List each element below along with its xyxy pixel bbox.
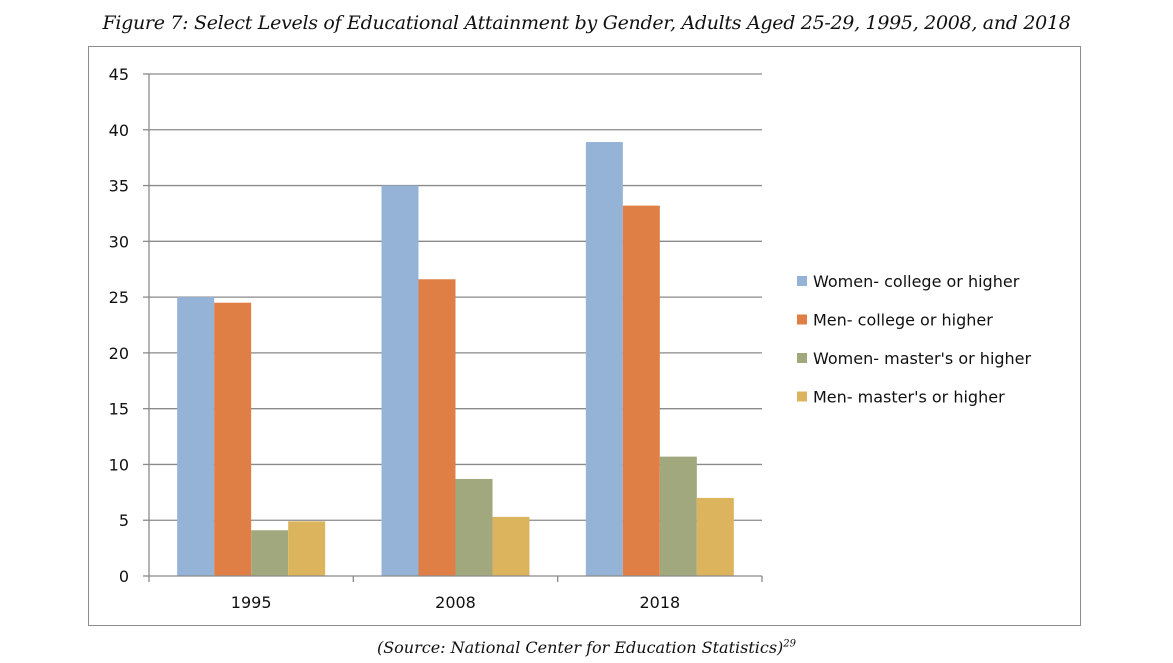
bar [492, 516, 530, 576]
legend: Women- college or higher Men- college or … [797, 272, 1032, 407]
bar [585, 142, 623, 576]
bar [696, 497, 734, 576]
y-tick-label: 10 [109, 455, 129, 474]
x-tick-label: 2018 [639, 593, 680, 612]
x-tick-label: 2008 [435, 593, 476, 612]
bar [251, 530, 289, 576]
footnote-marker: 29 [783, 638, 797, 650]
legend-swatch [797, 314, 807, 325]
y-tick-label: 20 [109, 344, 129, 363]
bar [622, 205, 660, 576]
legend-swatch [797, 353, 807, 363]
legend-swatch [797, 276, 807, 286]
y-tick-label: 40 [109, 121, 129, 140]
legend-label: Women- college or higher [813, 272, 1020, 291]
bar [659, 456, 697, 576]
bar [177, 297, 215, 576]
source-caption: (Source: National Center for Education S… [0, 638, 1173, 657]
axes: 0 5 10 15 20 25 30 35 40 45 1995 2008 2018 [109, 65, 763, 612]
bar [214, 302, 252, 576]
y-tick-label: 0 [119, 567, 129, 586]
x-tick-label: 1995 [231, 593, 272, 612]
legend-label: Men- college or higher [813, 311, 993, 330]
y-tick-label: 25 [109, 288, 129, 307]
bar [288, 521, 326, 576]
legend-label: Men- master's or higher [813, 388, 1005, 407]
y-tick-label: 15 [109, 400, 129, 419]
figure-title: Figure 7: Select Levels of Educational A… [102, 12, 1071, 34]
bar [381, 185, 419, 577]
legend-label: Women- master's or higher [813, 349, 1032, 368]
y-tick-label: 35 [109, 177, 129, 196]
source-text: (Source: National Center for Education S… [376, 638, 784, 657]
bar [455, 478, 493, 576]
bars [177, 142, 734, 577]
y-tick-label: 30 [109, 232, 129, 251]
chart-frame: 0 5 10 15 20 25 30 35 40 45 1995 2008 2018 Women- co… [88, 46, 1081, 626]
y-tick-label: 5 [119, 511, 129, 530]
legend-swatch [797, 391, 807, 402]
bar [418, 279, 456, 576]
y-tick-label: 45 [109, 65, 129, 84]
bar-chart: 0 5 10 15 20 25 30 35 40 45 1995 2008 2018 Women- co… [109, 65, 1032, 612]
